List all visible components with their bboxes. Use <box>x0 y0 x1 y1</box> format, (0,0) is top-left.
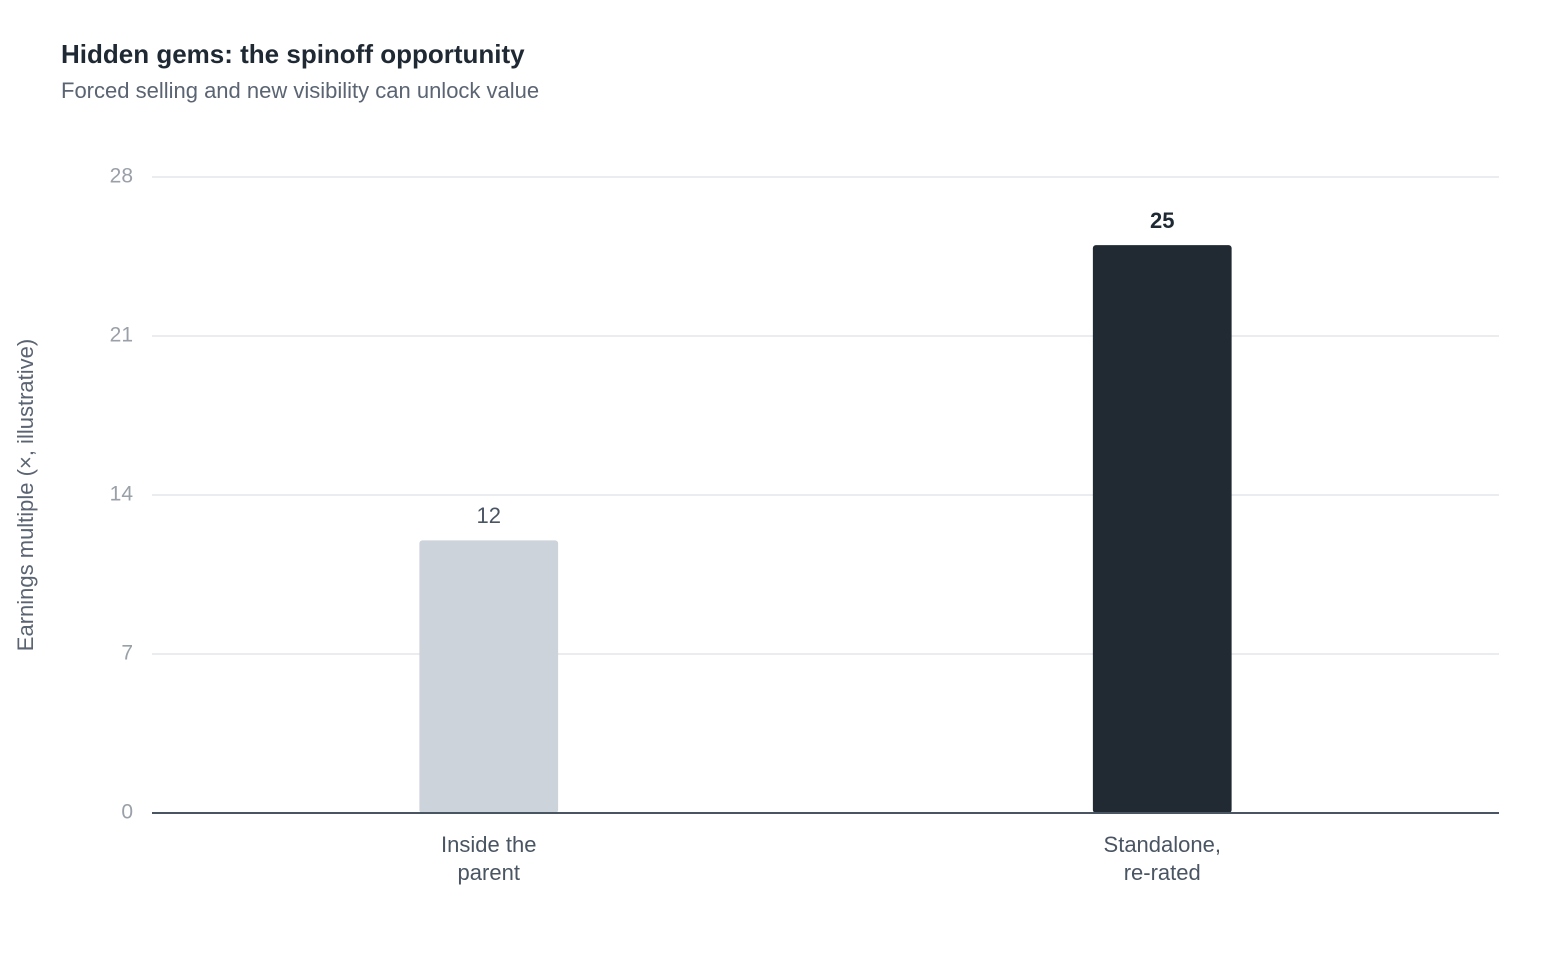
bar <box>1092 245 1232 814</box>
x-tick-label: Inside the parent <box>441 832 536 885</box>
x-tick-label: Standalone, re-rated <box>1104 832 1221 885</box>
y-tick-label: 14 <box>110 483 134 506</box>
y-tick-label: 28 <box>110 165 133 188</box>
x-tick-label-line: parent <box>458 860 520 885</box>
x-tick-label-line: Standalone, <box>1104 832 1221 857</box>
y-axis-label: Earnings multiple (×, illustrative) <box>13 339 38 651</box>
chart-title: Hidden gems: the spinoff opportunity <box>61 39 525 69</box>
x-tick-label-line: Inside the <box>441 832 536 857</box>
y-tick-label: 0 <box>121 801 133 824</box>
x-tick-label-line: re-rated <box>1124 860 1201 885</box>
y-tick-label: 7 <box>121 642 133 665</box>
value-label: 25 <box>1150 208 1174 233</box>
value-label: 12 <box>477 503 501 528</box>
y-tick-label: 21 <box>110 324 133 347</box>
chart-subtitle: Forced selling and new visibility can un… <box>61 78 539 103</box>
bar <box>419 540 559 813</box>
